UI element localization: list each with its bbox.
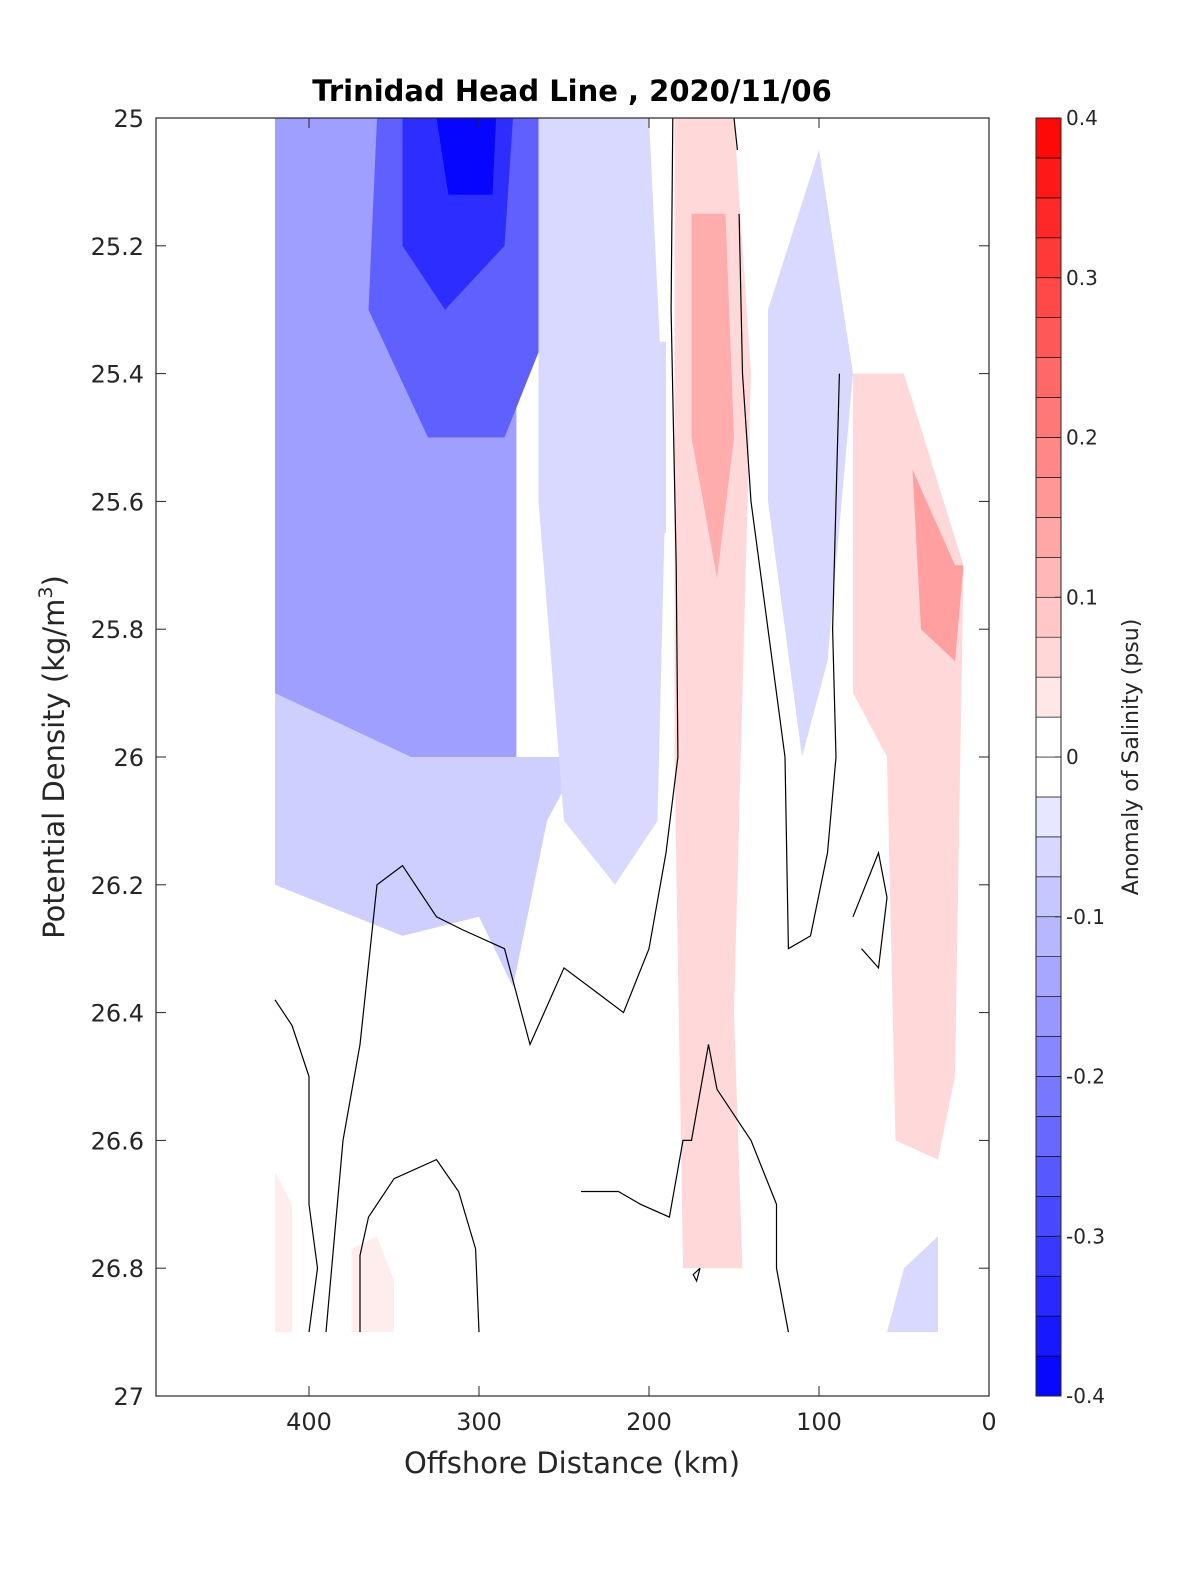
colorbar-band [1035,157,1062,199]
x-axis-ticks: 400 300 200 100 0 [286,118,997,1436]
region-fresh-bottom-nearshore [887,1236,938,1333]
region-fresh-peak [436,118,496,195]
colorbar-label: Anomaly of Salinity (psu) [1119,619,1144,896]
colorbar-band [1035,636,1062,678]
zero-contour-shelf-b [738,213,840,950]
colorbar-tick-label: -0.4 [1066,1384,1105,1408]
colorbar-band [1035,796,1062,838]
zero-contour-offshore-edge [274,999,319,1333]
colorbar-band [1035,317,1062,358]
colorbar-band [1035,956,1062,997]
y-axis-label-superscript: 3 [35,586,57,598]
y-axis-ticks: 25 25.2 25.4 25.6 25.8 26 26.2 26.4 26.6 26.8 27 [91,105,989,1411]
colorbar-band [1035,836,1062,878]
y-axis-label-close: ) [37,575,71,586]
colorbar-band [1035,1116,1062,1157]
y-tick-label: 25 [113,105,144,133]
colorbar-band [1035,996,1062,1037]
y-axis-label-main: Potential Density (kg/m [37,599,71,939]
colorbar-band [1035,716,1062,758]
zero-contour-bottom-shelf [581,1044,789,1333]
colorbar-band [1035,756,1062,798]
colorbar-band [1035,197,1062,239]
y-tick-label: 25.2 [91,233,144,261]
colorbar: 0.4 0.3 0.2 0.1 0 -0.1 -0.2 -0.3 -0.4 Anomaly of… [1035,106,1144,1408]
region-fresh-shelf-mid [538,118,666,885]
x-tick-label: 400 [286,1408,332,1436]
region-fresh-tongue-deep [275,693,581,987]
zero-contour-lines [274,117,888,1333]
chart-title: Trinidad Head Line , 2020/11/06 [312,74,832,108]
colorbar-band [1035,596,1062,638]
colorbar-tick-label: 0 [1066,745,1079,769]
y-tick-label: 26.4 [91,1000,144,1028]
colorbar-tick-label: 0.2 [1066,426,1098,450]
zero-contour-spot [692,1267,701,1283]
x-tick-label: 200 [626,1408,672,1436]
colorbar-band [1035,237,1062,279]
x-tick-label: 300 [456,1408,502,1436]
colorbar-band [1035,1036,1062,1077]
y-tick-label: 27 [113,1383,144,1411]
colorbar-band [1035,117,1062,159]
colorbar-band [1035,517,1062,558]
colorbar-band [1035,557,1062,598]
x-axis-label: Offshore Distance (km) [404,1446,740,1480]
colorbar-band [1035,477,1062,518]
region-salty-bottom-mid [351,1236,394,1333]
colorbar-tick-label: 0.1 [1066,585,1098,609]
zero-contour-shelf-a [733,117,738,151]
colorbar-tick-label: -0.2 [1066,1065,1105,1089]
region-salty-nearshore-core [912,469,964,662]
region-salty-core-max [691,213,734,579]
x-tick-label: 100 [796,1408,842,1436]
colorbar-band [1035,1156,1062,1197]
colorbar-tick-label: 0.3 [1066,266,1098,290]
colorbar-tick-label: -0.1 [1066,905,1105,929]
colorbar-tick-label: 0.4 [1066,106,1098,130]
zero-contour-nearshore [852,850,888,970]
colorbar-band [1035,397,1062,438]
colorbar-band [1035,1275,1062,1317]
zero-contour-inner-front [325,117,679,1333]
y-tick-label: 26.6 [91,1127,144,1155]
colorbar-band [1035,357,1062,398]
colorbar-band [1035,916,1062,957]
y-tick-label: 26.2 [91,872,144,900]
colorbar-band [1035,876,1062,918]
y-tick-label: 25.8 [91,616,144,644]
y-axis-label: Potential Density (kg/m3) [35,575,71,939]
contour-fill-regions [275,118,964,1333]
colorbar-tick-label: -0.3 [1066,1224,1105,1248]
plot-area: 400 300 200 100 0 25 25.2 25.4 25.6 25.8 26 26.2 26… [91,105,997,1436]
colorbar-band [1035,1355,1062,1397]
colorbar-band [1035,277,1062,318]
y-tick-label: 25.4 [91,361,144,389]
y-tick-label: 26.8 [91,1255,144,1283]
colorbar-band [1035,1076,1062,1117]
colorbar-ticks: 0.4 0.3 0.2 0.1 0 -0.1 -0.2 -0.3 -0.4 [1055,106,1105,1408]
region-fresh-nearshore-band [768,150,853,757]
region-salty-bottom-offshore [275,1172,292,1333]
colorbar-band [1035,676,1062,718]
colorbar-band [1035,1235,1062,1277]
zero-contour-bottom-dome [359,1158,480,1333]
colorbar-band [1035,437,1062,478]
y-tick-label: 26 [113,744,144,772]
region-fresh-inner-lobe [640,341,666,534]
colorbar-band [1035,1196,1062,1237]
y-tick-label: 25.6 [91,488,144,516]
colorbar-band [1035,1315,1062,1357]
x-tick-label: 0 [981,1408,996,1436]
